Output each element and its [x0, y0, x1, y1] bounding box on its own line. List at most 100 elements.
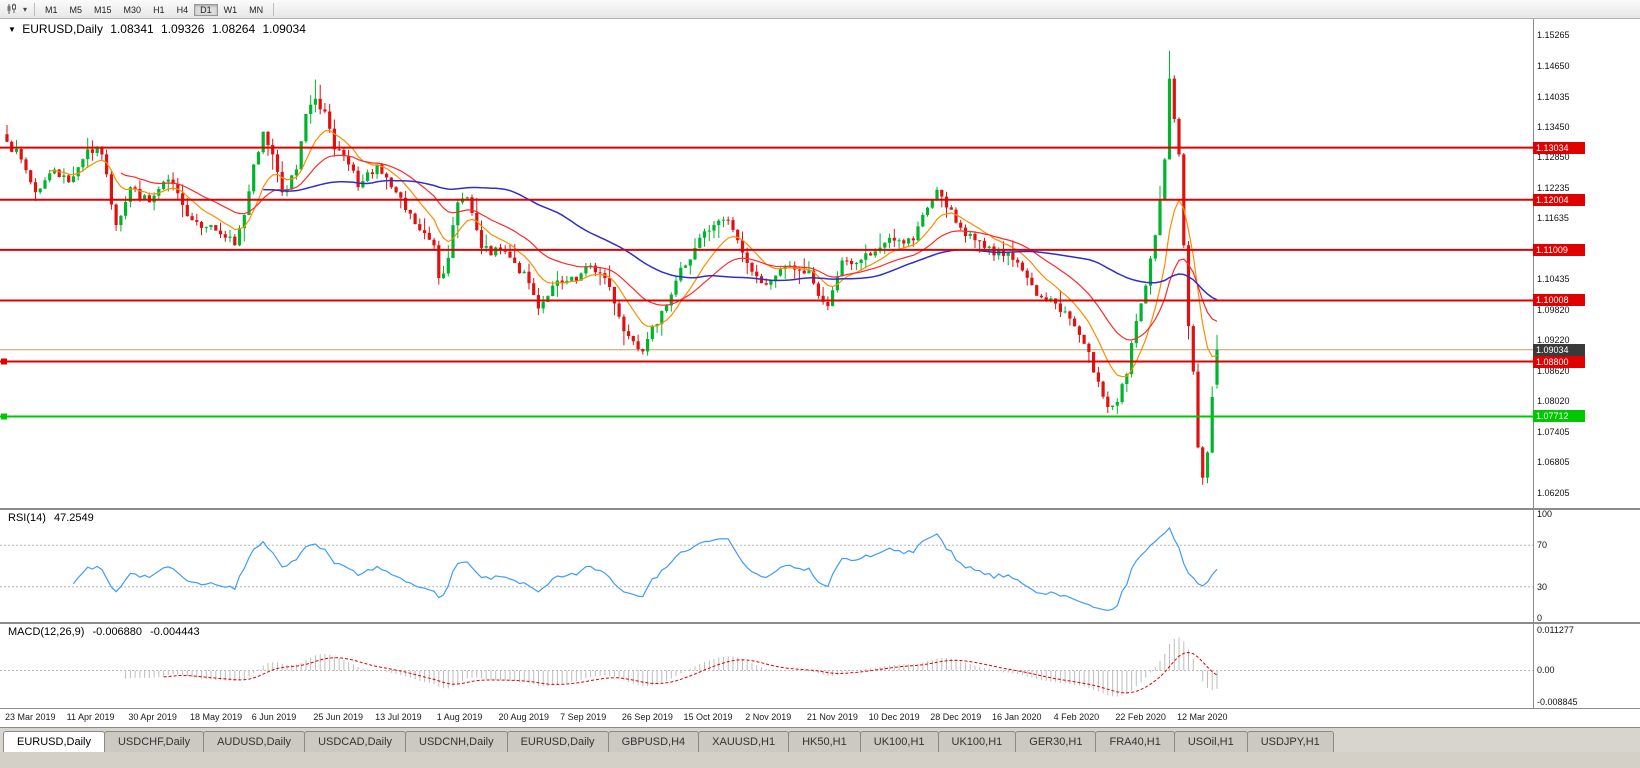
date-axis-label: 18 May 2019 — [190, 712, 243, 722]
bid-price-tag: 1.09034 — [1533, 343, 1585, 356]
price-axis-tick: 1.11635 — [1537, 213, 1569, 224]
date-axis-label: 15 Oct 2019 — [683, 712, 733, 722]
resistance-price-tag[interactable]: 1.12004 — [1533, 193, 1585, 206]
macd-axis-tick: -0.008845 — [1537, 697, 1578, 708]
bottom-tab-usdchf-daily[interactable]: USDCHF,Daily — [103, 731, 205, 752]
bottom-tab-fra40-h1[interactable]: FRA40,H1 — [1095, 731, 1175, 752]
price-axis-tick: 1.06805 — [1537, 457, 1570, 468]
main-chart-canvas[interactable] — [0, 18, 1533, 508]
candlestick-chart-icon[interactable] — [4, 2, 20, 17]
bottom-tab-eurusd-daily[interactable]: EURUSD,Daily — [3, 731, 105, 752]
date-axis-label: 6 Jun 2019 — [251, 712, 297, 722]
resistance-price-tag[interactable]: 1.13034 — [1533, 141, 1585, 154]
candlestick-glyph — [7, 3, 16, 14]
resistance-price-tag[interactable]: 1.10008 — [1533, 294, 1585, 307]
bottom-tab-uk100-h1[interactable]: UK100,H1 — [859, 731, 939, 752]
macd-panel-splitter[interactable] — [0, 622, 1640, 624]
date-axis-label: 10 Dec 2019 — [868, 712, 920, 722]
date-axis-label: 21 Nov 2019 — [806, 712, 858, 722]
price-axis-tick: 1.14035 — [1537, 92, 1570, 103]
timeframe-button-mn[interactable]: MN — [249, 5, 264, 15]
chart-title: ▼ EURUSD,Daily 1.08341 1.09326 1.08264 1… — [8, 22, 310, 36]
date-axis-label: 11 Apr 2019 — [66, 712, 115, 722]
date-axis-label: 7 Sep 2019 — [560, 712, 607, 722]
rsi-current-value: 47.2549 — [53, 512, 94, 524]
timeframe-button-m30[interactable]: M30 — [123, 5, 142, 15]
price-axis-tick: 1.09820 — [1537, 304, 1570, 315]
date-axis-label: 25 Jun 2019 — [313, 712, 363, 722]
price-axis-tick: 1.15265 — [1537, 29, 1570, 40]
date-axis-label: 4 Feb 2020 — [1053, 712, 1100, 722]
chart-type-dropdown-icon[interactable]: ▾ — [22, 4, 27, 14]
price-axis-tick: 1.10435 — [1537, 273, 1570, 284]
toolbar-separator — [34, 2, 35, 16]
resistance-price-tag[interactable]: 1.08800 — [1533, 355, 1585, 368]
price-axis-tick: 1.12235 — [1537, 182, 1570, 193]
date-axis-label: 22 Feb 2020 — [1115, 712, 1166, 722]
date-axis-label: 28 Dec 2019 — [930, 712, 982, 722]
rsi-axis-tick: 70 — [1537, 540, 1548, 551]
bottom-tab-gbpusd-h4[interactable]: GBPUSD,H4 — [607, 731, 700, 752]
price-axis-tick: 1.13450 — [1537, 121, 1570, 132]
rsi-panel-canvas[interactable] — [0, 510, 1533, 622]
timeframe-button-h4[interactable]: H4 — [176, 5, 189, 15]
timeframe-button-m15[interactable]: M15 — [94, 5, 112, 15]
price-axis-tick: 1.08620 — [1537, 365, 1570, 376]
price-axis-tick: 1.12850 — [1537, 151, 1570, 162]
timeframe-buttons-group: M1 M5 M15 M30 H1 H4 D1 W1 MN — [39, 0, 269, 18]
bottom-tab-usoil-h1[interactable]: USOil,H1 — [1173, 731, 1248, 752]
ohlc-close-value: 1.09034 — [262, 22, 306, 36]
bottom-tab-usdjpy-h1[interactable]: USDJPY,H1 — [1246, 731, 1334, 752]
toolbar-separator — [273, 2, 275, 16]
chart-tab-bar: EURUSD,Daily USDCHF,Daily AUDUSD,Daily USDC… — [0, 727, 1640, 752]
price-axis-tick: 1.06205 — [1537, 487, 1570, 498]
bottom-tab-xauusd-h1[interactable]: XAUUSD,H1 — [698, 731, 790, 752]
price-axis-tick: 1.14650 — [1537, 60, 1570, 71]
date-axis-label: 2 Nov 2019 — [745, 712, 792, 722]
time-axis-line — [0, 708, 1640, 709]
rsi-indicator-label: RSI(14) 47.2549 — [8, 512, 99, 524]
timeframe-toolbar: ▾ M1 M5 M15 M30 H1 H4 D1 W1 MN — [0, 0, 1640, 19]
macd-axis-tick: 0.00 — [1537, 665, 1555, 676]
rsi-axis-tick: 0 — [1537, 613, 1543, 623]
date-axis-label: 30 Apr 2019 — [128, 712, 177, 722]
macd-indicator-label: MACD(12,26,9) -0.006880 -0.004443 — [8, 626, 205, 638]
bottom-tab-audusd-daily[interactable]: AUDUSD,Daily — [203, 731, 306, 752]
bottom-tab-uk100-h1[interactable]: UK100,H1 — [937, 731, 1017, 752]
date-axis-label: 23 Mar 2019 — [5, 712, 56, 722]
date-axis-label: 16 Jan 2020 — [991, 712, 1042, 722]
bottom-tab-eurusd-daily[interactable]: EURUSD,Daily — [506, 731, 609, 752]
bottom-tab-ger30-h1[interactable]: GER30,H1 — [1015, 731, 1097, 752]
timeframe-button-w1[interactable]: W1 — [223, 5, 238, 15]
timeframe-button-m5[interactable]: M5 — [69, 5, 83, 15]
symbol-dropdown-icon[interactable]: ▼ — [8, 25, 16, 34]
bottom-tab-usdcad-daily[interactable]: USDCAD,Daily — [304, 731, 407, 752]
date-axis-label: 12 Mar 2020 — [1177, 712, 1228, 722]
rsi-panel-splitter[interactable] — [0, 508, 1640, 510]
ohlc-low-value: 1.08264 — [211, 22, 256, 36]
macd-name: MACD(12,26,9) — [8, 626, 85, 638]
resistance-price-tag[interactable]: 1.11009 — [1533, 243, 1585, 256]
ohlc-high-value: 1.09326 — [161, 22, 205, 36]
bottom-tab-usdcnh-daily[interactable]: USDCNH,Daily — [405, 731, 508, 752]
timeframe-button-h1[interactable]: H1 — [153, 5, 165, 15]
timeframe-button-m1[interactable]: M1 — [45, 5, 58, 15]
date-axis-label: 26 Sep 2019 — [621, 712, 673, 722]
price-axis-tick: 1.08020 — [1537, 395, 1570, 406]
macd-panel-canvas[interactable] — [0, 624, 1533, 708]
date-axis-label: 13 Jul 2019 — [375, 712, 422, 722]
bottom-tab-hk50-h1[interactable]: HK50,H1 — [788, 731, 861, 752]
macd-axis-tick: 0.011277 — [1537, 625, 1574, 636]
macd-signal-value: -0.004443 — [150, 626, 200, 638]
support-price-tag[interactable]: 1.07712 — [1533, 410, 1585, 423]
price-axis-tick: 1.07405 — [1537, 426, 1570, 437]
timeframe-button-d1[interactable]: D1 — [194, 4, 218, 16]
date-axis-label: 20 Aug 2019 — [498, 712, 550, 722]
ohlc-open-value: 1.08341 — [110, 22, 154, 36]
chart-symbol-label: EURUSD,Daily — [22, 22, 103, 36]
rsi-axis-tick: 30 — [1537, 581, 1548, 592]
macd-main-value: -0.006880 — [92, 626, 143, 638]
status-strip — [0, 751, 1640, 768]
